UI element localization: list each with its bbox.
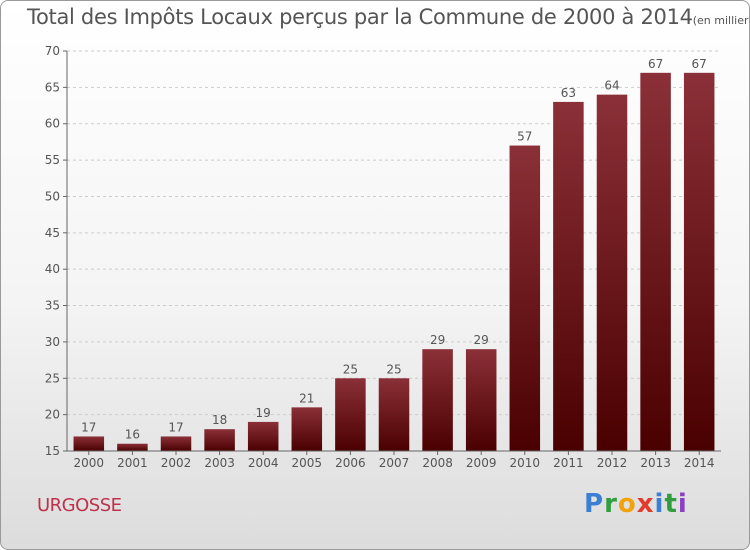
y-tick-label: 40 — [45, 262, 60, 276]
x-tick-label: 2006 — [335, 456, 366, 470]
logo-letter: t — [664, 489, 678, 519]
data-label: 16 — [125, 428, 140, 442]
y-tick-label: 65 — [45, 80, 60, 94]
data-label: 64 — [604, 79, 619, 93]
bar-2014 — [683, 72, 715, 452]
logo-letter: r — [604, 489, 618, 519]
bar-2010 — [509, 145, 541, 451]
y-tick-label: 55 — [45, 153, 60, 167]
logo-letter: o — [617, 489, 637, 519]
data-label: 29 — [430, 333, 445, 347]
data-label: 17 — [168, 420, 183, 434]
bar-2009 — [465, 349, 497, 451]
y-tick-labels: 15 20 25 30 35 40 45 50 55 60 65 70 — [45, 44, 60, 458]
bar-2011 — [553, 101, 584, 451]
x-tick-label: 2012 — [597, 456, 628, 470]
data-label: 57 — [517, 130, 532, 144]
y-tick-label: 50 — [45, 189, 60, 203]
data-label: 25 — [343, 362, 358, 376]
data-label: 25 — [386, 362, 401, 376]
data-label: 21 — [299, 391, 314, 405]
bar-2005 — [291, 407, 323, 451]
y-tick-label: 30 — [45, 335, 60, 349]
y-tick-label: 70 — [45, 44, 60, 58]
x-tick-label: 2005 — [292, 456, 323, 470]
x-tick-label: 2003 — [204, 456, 235, 470]
x-tick-labels: 2000 2001 2002 2003 2004 2005 2006 2007 2008 2009… — [74, 456, 715, 470]
bars — [73, 72, 715, 452]
bar-2013 — [640, 72, 671, 452]
data-label: 17 — [81, 420, 96, 434]
y-tick-label: 15 — [45, 444, 60, 458]
data-label: 18 — [212, 413, 227, 427]
data-label: 63 — [561, 86, 576, 100]
logo-letter: P — [584, 489, 605, 519]
y-tick-label: 45 — [45, 226, 60, 240]
x-tick-label: 2014 — [684, 456, 715, 470]
bar-2000 — [73, 436, 105, 451]
bar-2001 — [117, 443, 148, 451]
x-tick-label: 2009 — [466, 456, 497, 470]
x-tick-label: 2004 — [248, 456, 279, 470]
data-label: 29 — [474, 333, 489, 347]
x-tick-label: 2010 — [510, 456, 541, 470]
x-tick-label: 2008 — [422, 456, 453, 470]
y-tick-label: 20 — [45, 408, 60, 422]
x-tick-label: 2002 — [161, 456, 192, 470]
logo-letter: x — [636, 489, 655, 519]
bar-2003 — [204, 429, 235, 451]
y-tick-label: 25 — [45, 371, 60, 385]
axes — [63, 50, 721, 455]
x-tick-label: 2007 — [379, 456, 410, 470]
bar-2004 — [247, 421, 279, 451]
data-label: 67 — [648, 57, 663, 71]
chart-title: Total des Impôts Locaux perçus par la Co… — [27, 5, 693, 29]
data-labels: 17 16 17 18 19 21 25 25 29 29 57 63 64 67 67 — [81, 57, 707, 442]
x-tick-label: 2011 — [553, 456, 584, 470]
proxiti-logo: Proxiti — [584, 489, 688, 519]
x-tick-label: 2013 — [640, 456, 671, 470]
logo-letter: i — [654, 489, 665, 519]
bar-2006 — [335, 378, 366, 451]
y-tick-label: 60 — [45, 117, 60, 131]
logo-letter: i — [677, 489, 688, 519]
unit-note: (en milliers d'€) — [692, 14, 749, 27]
bar-2002 — [160, 436, 192, 451]
x-tick-label: 2000 — [74, 456, 105, 470]
bar-2012 — [596, 94, 628, 452]
x-tick-label: 2001 — [117, 456, 148, 470]
data-label: 67 — [692, 57, 707, 71]
bar-2007 — [378, 378, 410, 451]
data-label: 19 — [256, 406, 271, 420]
y-tick-label: 35 — [45, 299, 60, 313]
commune-name: URGOSSE — [37, 495, 122, 516]
bar-2008 — [422, 349, 453, 451]
title-row: Total des Impôts Locaux perçus par la Co… — [27, 5, 749, 29]
